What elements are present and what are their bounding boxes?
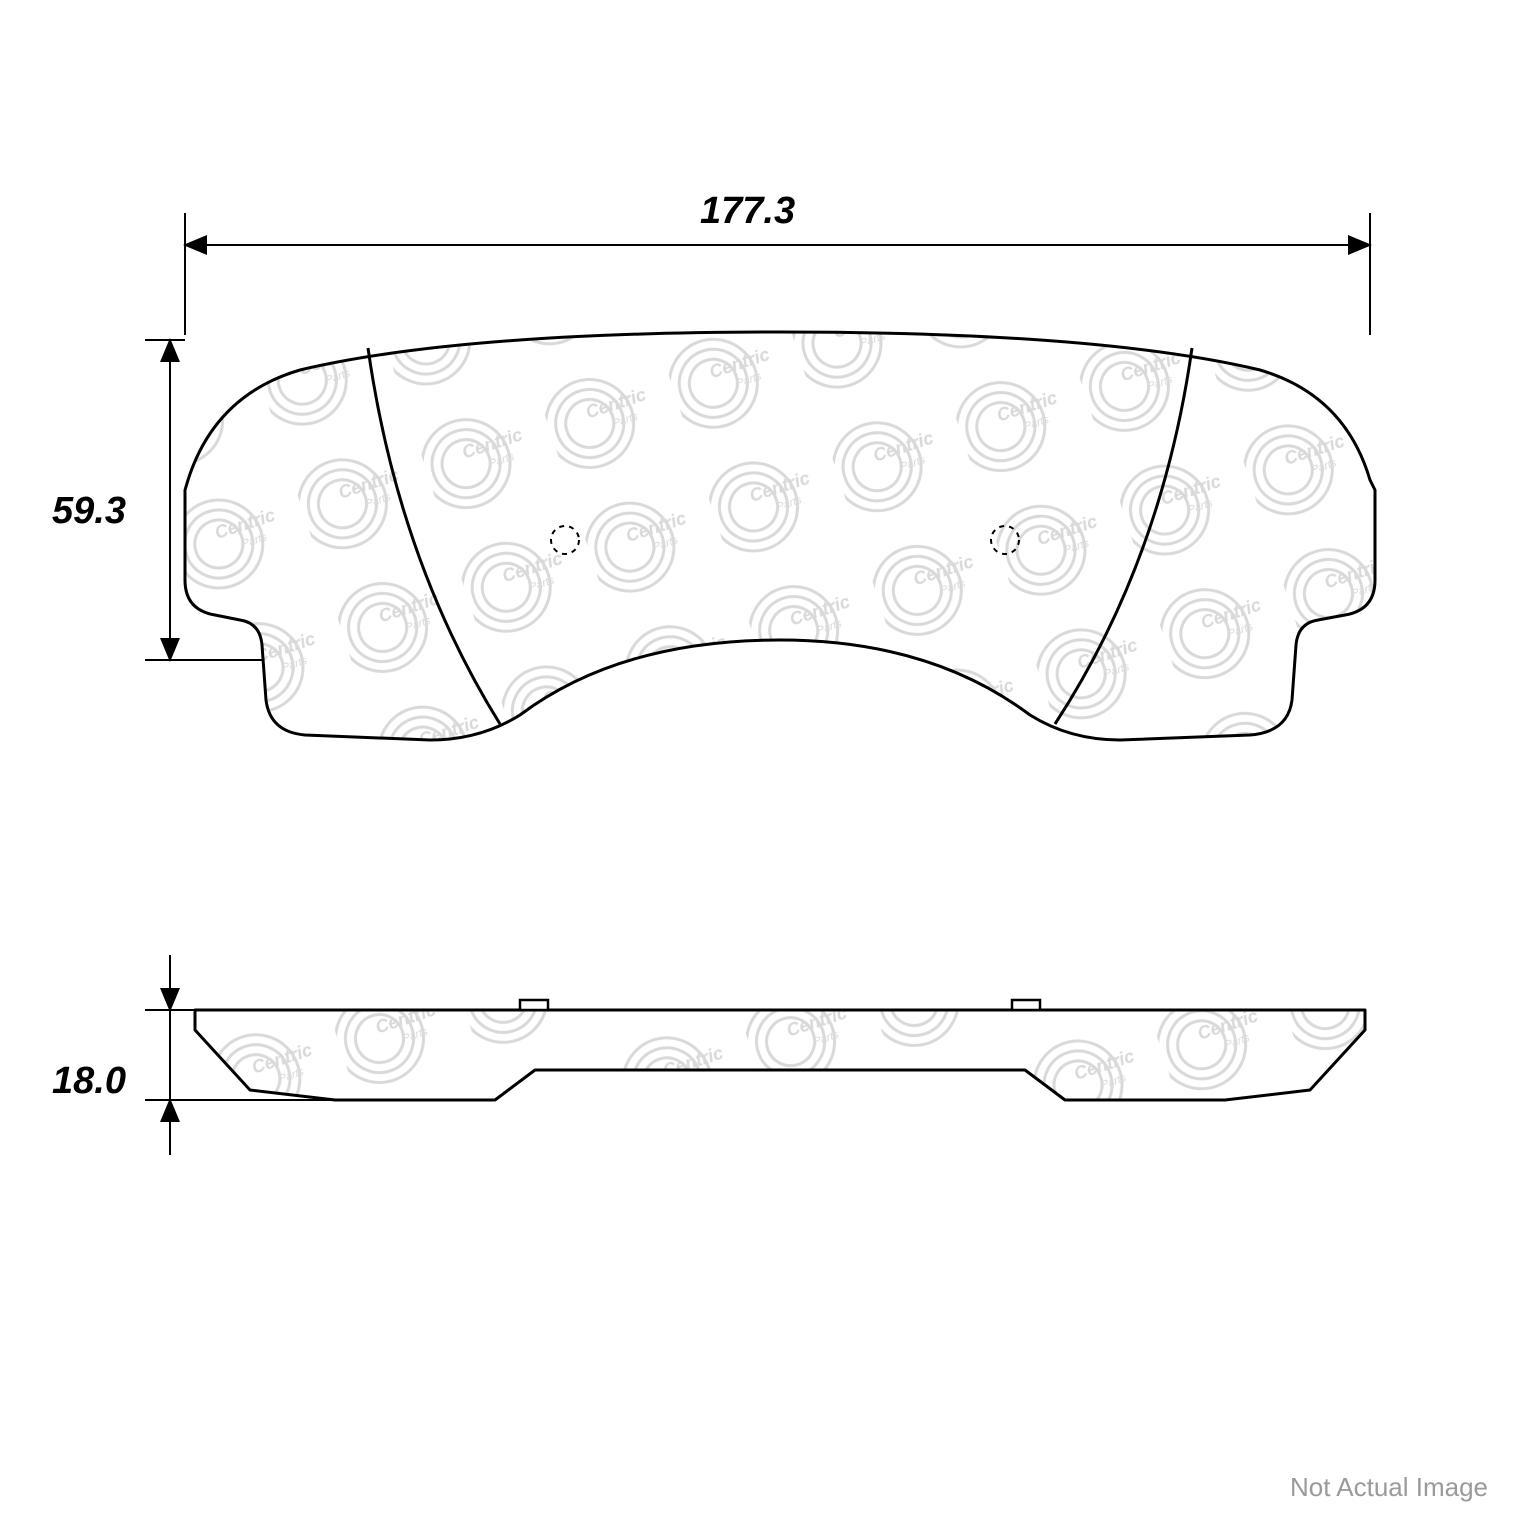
dimension-height-label: 59.3 (52, 490, 126, 533)
not-actual-image-note: Not Actual Image (1290, 1472, 1488, 1503)
drawing-canvas: CentricParts 177.3 59.3 18.0 Not Actual … (0, 0, 1536, 1536)
dimension-width-label: 177.3 (700, 190, 795, 233)
dimension-thickness-label: 18.0 (52, 1060, 126, 1103)
